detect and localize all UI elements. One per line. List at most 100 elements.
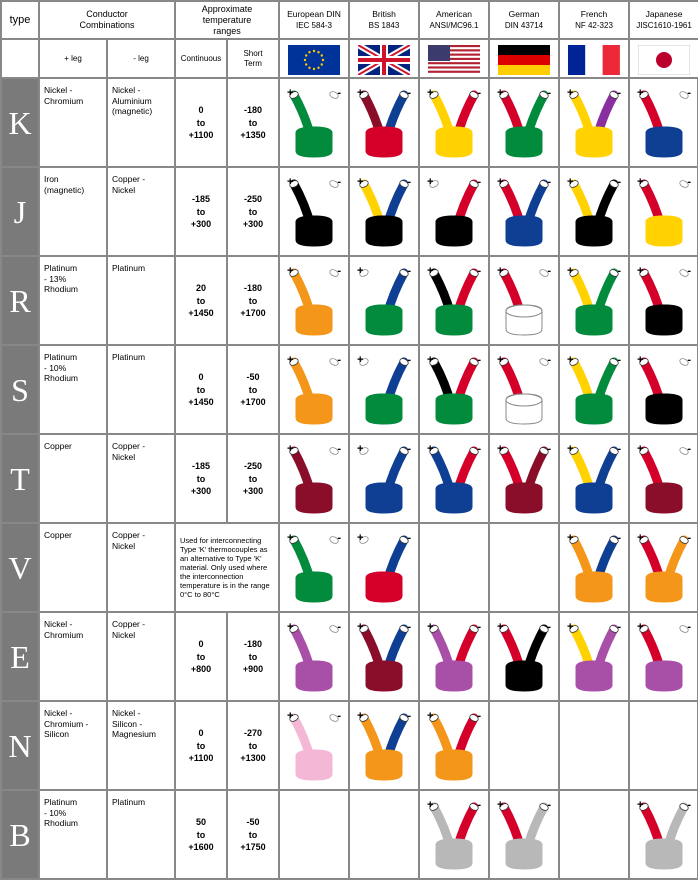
pos-V: Copper [39, 523, 107, 612]
wire-J-5: +- [629, 167, 698, 256]
hdr-type: type [1, 1, 39, 39]
pos-T: Copper [39, 434, 107, 523]
wire-N-4 [559, 701, 629, 790]
pos-N: Nickel -Chromium -Silicon [39, 701, 107, 790]
wire-J-4: +- [559, 167, 629, 256]
hdr-std-us: AmericanANSI/MC96.1 [419, 1, 489, 39]
cont-K: 0to+1100 [175, 78, 227, 167]
wire-K-1: +- [349, 78, 419, 167]
flag-jp [629, 39, 698, 78]
cont-E: 0to+800 [175, 612, 227, 701]
flag-us [419, 39, 489, 78]
neg-R: Platinum [107, 256, 175, 345]
wire-T-5: +- [629, 434, 698, 523]
wire-S-5: +- [629, 345, 698, 434]
hdr-std-jp: JapaneseJISC1610-1961 [629, 1, 698, 39]
wire-S-3: +- [489, 345, 559, 434]
wire-N-0: +- [279, 701, 349, 790]
cont-J: -185to+300 [175, 167, 227, 256]
wire-K-2: +- [419, 78, 489, 167]
wire-K-4: +- [559, 78, 629, 167]
wire-B-1 [349, 790, 419, 879]
note-V: Used for interconnecting Type 'K' thermo… [175, 523, 279, 612]
pos-S: Platinum- 10%Rhodium [39, 345, 107, 434]
pos-K: Nickel -Chromium [39, 78, 107, 167]
short-T: -250to+300 [227, 434, 279, 523]
cont-R: 20to+1450 [175, 256, 227, 345]
hdr-short: ShortTerm [227, 39, 279, 78]
type-K: K [1, 78, 39, 167]
wire-J-3: +- [489, 167, 559, 256]
wire-T-0: +- [279, 434, 349, 523]
wire-E-0: +- [279, 612, 349, 701]
wire-V-2 [419, 523, 489, 612]
wire-T-3: +- [489, 434, 559, 523]
wire-R-0: +- [279, 256, 349, 345]
wire-R-3: +- [489, 256, 559, 345]
short-K: -180to+1350 [227, 78, 279, 167]
hdr-type-sub [1, 39, 39, 78]
short-R: -180to+1700 [227, 256, 279, 345]
short-E: -180to+900 [227, 612, 279, 701]
type-R: R [1, 256, 39, 345]
wire-B-2: +- [419, 790, 489, 879]
wire-B-0 [279, 790, 349, 879]
wire-R-2: +- [419, 256, 489, 345]
wire-B-5: +- [629, 790, 698, 879]
neg-E: Copper -Nickel [107, 612, 175, 701]
thermocouple-table: typeConductorCombinationsApproximatetemp… [0, 0, 698, 880]
wire-E-2: +- [419, 612, 489, 701]
wire-J-2: +- [419, 167, 489, 256]
cont-T: -185to+300 [175, 434, 227, 523]
wire-S-2: +- [419, 345, 489, 434]
short-B: -50to+1750 [227, 790, 279, 879]
wire-V-0: +- [279, 523, 349, 612]
wire-N-2: +- [419, 701, 489, 790]
wire-T-2: +- [419, 434, 489, 523]
wire-S-0: +- [279, 345, 349, 434]
type-S: S [1, 345, 39, 434]
wire-K-3: +- [489, 78, 559, 167]
cont-S: 0to+1450 [175, 345, 227, 434]
wire-N-1: +- [349, 701, 419, 790]
wire-V-1: +- [349, 523, 419, 612]
short-S: -50to+1700 [227, 345, 279, 434]
wire-N-3 [489, 701, 559, 790]
type-J: J [1, 167, 39, 256]
wire-J-0: +- [279, 167, 349, 256]
cont-B: 50to+1600 [175, 790, 227, 879]
neg-T: Copper -Nickel [107, 434, 175, 523]
neg-N: Nickel -Silicon -Magnesium [107, 701, 175, 790]
wire-R-5: +- [629, 256, 698, 345]
short-J: -250to+300 [227, 167, 279, 256]
wire-K-5: +- [629, 78, 698, 167]
wire-T-1: +- [349, 434, 419, 523]
hdr-std-fr: FrenchNF 42-323 [559, 1, 629, 39]
wire-E-1: +- [349, 612, 419, 701]
type-T: T [1, 434, 39, 523]
hdr-std-de: GermanDIN 43714 [489, 1, 559, 39]
wire-B-3: +- [489, 790, 559, 879]
wire-V-5: +- [629, 523, 698, 612]
pos-E: Nickel -Chromium [39, 612, 107, 701]
wire-E-4: +- [559, 612, 629, 701]
flag-eu [279, 39, 349, 78]
wire-T-4: +- [559, 434, 629, 523]
neg-J: Copper -Nickel [107, 167, 175, 256]
short-N: -270to+1300 [227, 701, 279, 790]
type-B: B [1, 790, 39, 879]
flag-de [489, 39, 559, 78]
hdr-negleg: - leg [107, 39, 175, 78]
wire-S-1: +- [349, 345, 419, 434]
wire-S-4: +- [559, 345, 629, 434]
wire-E-5: +- [629, 612, 698, 701]
wire-K-0: +- [279, 78, 349, 167]
flag-fr [559, 39, 629, 78]
wire-R-1: +- [349, 256, 419, 345]
cont-N: 0to+1100 [175, 701, 227, 790]
neg-S: Platinum [107, 345, 175, 434]
neg-V: Copper -Nickel [107, 523, 175, 612]
pos-R: Platinum- 13%Rhodium [39, 256, 107, 345]
type-E: E [1, 612, 39, 701]
hdr-std-eu: European DINIEC 584-3 [279, 1, 349, 39]
